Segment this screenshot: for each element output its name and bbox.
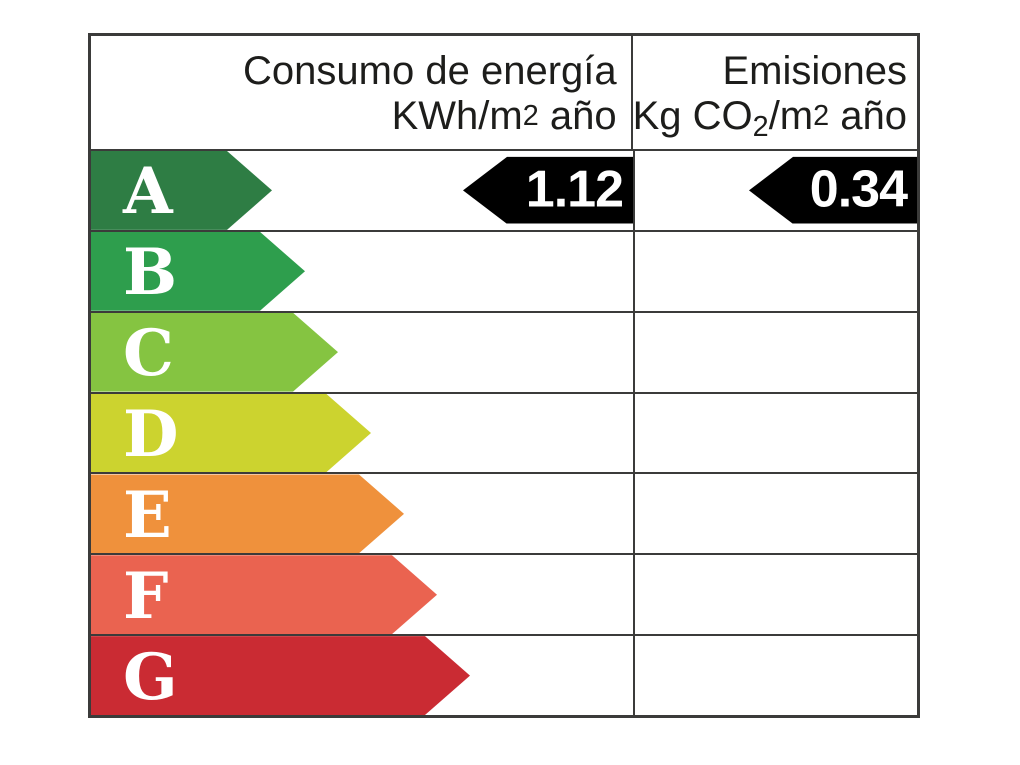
band-a-arrow: A bbox=[91, 151, 272, 230]
band-a-consumption-cell: A 1.12 bbox=[91, 151, 633, 230]
band-e-arrow: E bbox=[91, 474, 404, 553]
emissions-value-arrow: 0.34 bbox=[749, 156, 917, 224]
band-row-f: F bbox=[91, 553, 917, 635]
grade-letter-a: A bbox=[123, 154, 173, 230]
header-emissions: Emisiones Kg CO2/m2 año bbox=[630, 36, 917, 149]
band-d-arrow: D bbox=[91, 394, 371, 473]
emissions-value: 0.34 bbox=[809, 160, 908, 219]
grade-letter-c: C bbox=[123, 316, 174, 392]
band-c-arrow: C bbox=[91, 313, 338, 392]
consumption-value: 1.12 bbox=[525, 160, 624, 219]
band-e-emissions-cell bbox=[633, 474, 917, 554]
header-consumption-unit: KWh/m2 año bbox=[391, 94, 617, 139]
band-g-arrow: G bbox=[91, 636, 470, 715]
grade-letter-d: D bbox=[123, 397, 179, 472]
band-d-emissions-cell bbox=[633, 393, 917, 473]
band-f-arrow: F bbox=[91, 555, 437, 634]
header-emissions-unit: Kg CO2/m2 año bbox=[632, 94, 907, 143]
grade-letter-b: B bbox=[123, 235, 178, 311]
band-row-e: E bbox=[91, 472, 917, 554]
band-row-b: B bbox=[91, 229, 917, 311]
grade-letter-e: E bbox=[123, 477, 172, 553]
grade-letter-f: F bbox=[123, 558, 169, 634]
band-f-emissions-cell bbox=[633, 555, 917, 635]
superscript-2: 2 bbox=[522, 100, 539, 132]
header-emissions-line1: Emisiones bbox=[722, 49, 907, 93]
band-a-emissions-cell: 0.34 bbox=[633, 151, 917, 230]
band-g-emissions-cell bbox=[633, 636, 917, 716]
band-c-emissions-cell bbox=[633, 312, 917, 392]
energy-label-table: Consumo de energía KWh/m2 año Emisiones … bbox=[88, 33, 920, 718]
consumption-value-arrow: 1.12 bbox=[463, 156, 633, 224]
superscript-2: 2 bbox=[813, 100, 830, 132]
header-consumption: Consumo de energía KWh/m2 año bbox=[91, 36, 631, 149]
header-row: Consumo de energía KWh/m2 año Emisiones … bbox=[91, 36, 917, 149]
band-row-a: A 1.12 0.34 bbox=[91, 149, 917, 230]
band-row-c: C bbox=[91, 310, 917, 392]
band-b-emissions-cell bbox=[633, 231, 917, 311]
band-row-g: G bbox=[91, 634, 917, 716]
grade-letter-g: G bbox=[123, 639, 178, 715]
band-b-arrow: B bbox=[91, 232, 305, 311]
header-consumption-line1: Consumo de energía bbox=[243, 49, 617, 93]
band-row-d: D bbox=[91, 391, 917, 473]
subscript-2: 2 bbox=[752, 110, 769, 143]
